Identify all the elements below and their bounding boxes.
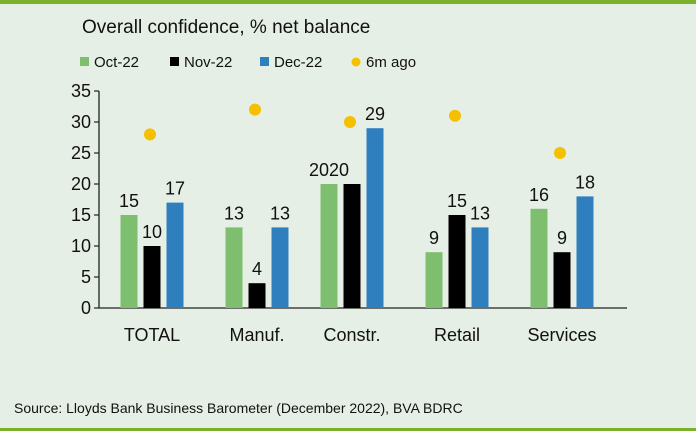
marker-6m-ago-retail: [449, 109, 461, 122]
marker-6m-ago-manuf: [249, 103, 261, 116]
legend-label: 6m ago: [366, 54, 416, 71]
marker-6m-ago-services: [554, 147, 566, 159]
data-label: 4: [252, 259, 262, 279]
bar-constr-nov-22: [343, 184, 361, 308]
bar-services-oct-22: [530, 208, 548, 308]
data-label: 15: [447, 191, 467, 211]
top-accent-rule: [0, 0, 696, 4]
data-label: 9: [557, 228, 567, 248]
x-category-label: Retail: [434, 325, 480, 345]
y-tick-label: 30: [71, 112, 91, 132]
legend-swatch-oct-22: [80, 57, 89, 66]
x-category-label: Services: [527, 325, 596, 345]
data-label: 13: [224, 203, 244, 223]
bar-total-nov-22: [143, 246, 161, 308]
y-tick-label: 25: [71, 143, 91, 163]
legend-label: Nov-22: [184, 54, 232, 71]
legend-marker-6m-ago: [351, 57, 361, 67]
bar-total-dec-22: [166, 202, 184, 308]
data-label: 16: [529, 185, 549, 205]
legend-swatch-nov-22: [170, 57, 179, 66]
chart-legend: Oct-22 Nov-22 Dec-22 6m ago: [80, 54, 416, 71]
y-tick-label: 10: [71, 236, 91, 256]
x-category-label: Constr.: [323, 325, 380, 345]
chart-title: Overall confidence, % net balance: [82, 17, 370, 38]
source-note: Source: Lloyds Bank Business Barometer (…: [14, 400, 463, 416]
marker-6m-ago-total: [144, 128, 156, 141]
bar-manuf-nov-22: [248, 283, 266, 308]
legend-label: Oct-22: [94, 54, 139, 71]
y-tick-label: 15: [71, 205, 91, 225]
data-label: 29: [365, 104, 385, 124]
chart-panel: Overall confidence, % net balance Oct-22…: [66, 4, 640, 356]
x-category-label: Manuf.: [229, 325, 284, 345]
bar-manuf-dec-22: [271, 227, 289, 308]
bar-manuf-oct-22: [225, 227, 243, 308]
legend-swatch-dec-22: [260, 57, 269, 66]
bottom-accent-rule: [0, 428, 696, 431]
data-label: 18: [575, 172, 595, 192]
bar-constr-dec-22: [366, 128, 384, 308]
y-tick-label: 20: [71, 174, 91, 194]
y-tick-label: 35: [71, 81, 91, 101]
data-label: 13: [270, 203, 290, 223]
bar-services-dec-22: [576, 196, 594, 308]
data-label: 2020: [309, 160, 349, 180]
confidence-bar-chart: Overall confidence, % net balance Oct-22…: [71, 17, 627, 345]
data-label: 13: [470, 203, 490, 223]
data-label: 15: [119, 191, 139, 211]
bar-retail-dec-22: [471, 227, 489, 308]
x-category-label: TOTAL: [124, 325, 180, 345]
legend-label: Dec-22: [274, 54, 322, 71]
bar-constr-oct-22: [320, 184, 338, 308]
bar-services-nov-22: [553, 252, 571, 308]
y-tick-label: 5: [81, 267, 91, 287]
y-tick-label: 0: [81, 298, 91, 318]
bar-retail-nov-22: [448, 215, 466, 308]
marker-6m-ago-constr: [344, 116, 356, 128]
chart-bars: [120, 128, 594, 308]
bar-retail-oct-22: [425, 252, 443, 308]
data-label: 10: [142, 222, 162, 242]
data-label: 9: [429, 228, 439, 248]
bar-total-oct-22: [120, 215, 138, 308]
chart-markers: [144, 103, 566, 159]
data-label: 17: [165, 179, 185, 199]
